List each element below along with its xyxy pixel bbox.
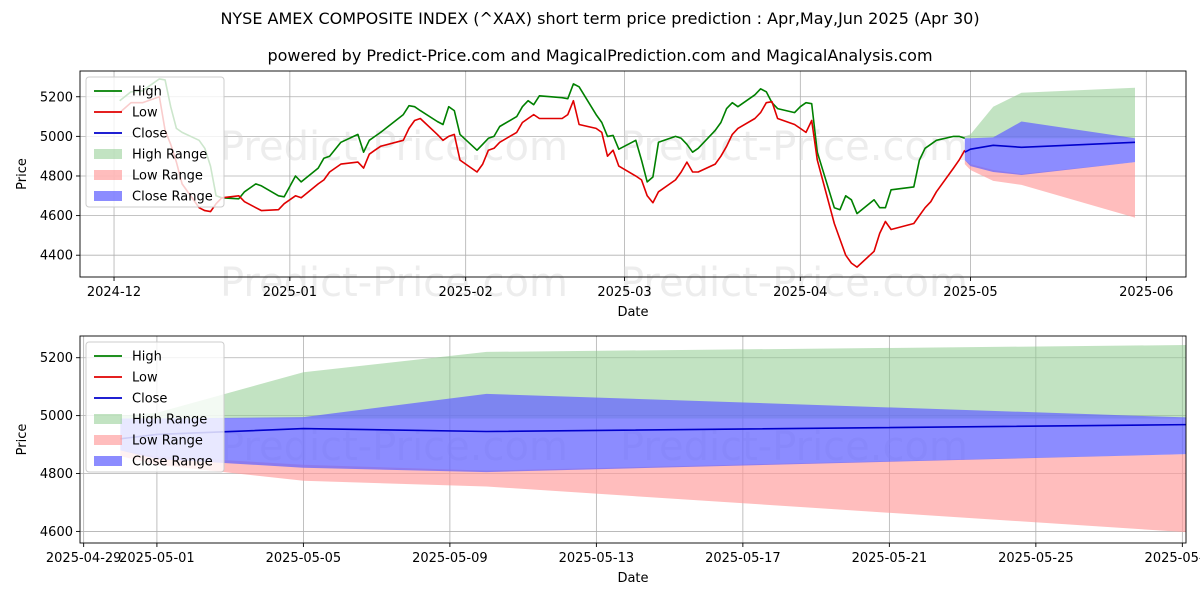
legend-label: High Range xyxy=(132,413,207,428)
plot-area xyxy=(119,78,1136,268)
legend-label: Low xyxy=(132,106,158,121)
legend-label: High xyxy=(132,85,162,100)
legend-label: Close xyxy=(132,127,167,142)
high-range-area xyxy=(964,87,1135,139)
x-tick-label: 2025-05-29 xyxy=(1145,551,1200,566)
y-tick-label: 4800 xyxy=(40,169,73,184)
panel-1: Predict-Price.com Predict-Price.com Predic… xyxy=(15,70,1187,320)
x-tick-label: 2025-01 xyxy=(263,285,317,300)
legend-label: Close Range xyxy=(132,455,213,470)
x-tick-label: 2024-12 xyxy=(87,285,141,300)
legend-swatch-close-range xyxy=(94,191,122,201)
x-tick-label: 2025-02 xyxy=(439,285,493,300)
close-line xyxy=(964,141,1136,153)
x-tick-label: 2025-03 xyxy=(597,285,651,300)
legend: High Low Close High Range Low Range Close Ran… xyxy=(85,76,225,208)
y-axis-label: Price xyxy=(15,424,30,456)
x-tick-label: 2025-05-17 xyxy=(705,551,781,566)
watermark-text: Predict-Price.com xyxy=(620,124,968,170)
chart-subtitle: powered by Predict-Price.com and Magical… xyxy=(267,46,933,65)
x-axis-label: Date xyxy=(617,571,648,586)
x-tick-label: 2025-04-29 xyxy=(46,551,122,566)
x-tick-label: 2025-05-21 xyxy=(852,551,928,566)
legend-label: Low Range xyxy=(132,434,203,449)
legend-label: High Range xyxy=(132,148,207,163)
legend-label: Close Range xyxy=(132,190,213,205)
plot-area xyxy=(120,345,1186,533)
y-tick-label: 4800 xyxy=(40,467,73,482)
low-range-area xyxy=(120,450,1186,533)
x-tick-label: 2025-04 xyxy=(773,285,827,300)
plot-frame xyxy=(79,70,1187,278)
y-axis-label: Price xyxy=(15,158,30,190)
y-tick-label: 5200 xyxy=(40,90,73,105)
close-range-area xyxy=(120,393,1186,473)
chart-title: NYSE AMEX COMPOSITE INDEX (^XAX) short t… xyxy=(220,9,980,28)
x-tick-label: 2025-05-13 xyxy=(559,551,635,566)
legend-label: Close xyxy=(132,392,167,407)
x-tick-label: 2025-05-25 xyxy=(998,551,1074,566)
legend-label: Low xyxy=(132,371,158,386)
legend: High Low Close High Range Low Range Close Ran… xyxy=(85,341,225,473)
x-tick-label: 2025-05 xyxy=(943,285,997,300)
legend-swatch-high-range xyxy=(94,414,122,424)
plot-frame xyxy=(79,335,1187,544)
y-tick-label: 4600 xyxy=(40,209,73,224)
legend-label: Low Range xyxy=(132,169,203,184)
close-range-area xyxy=(964,121,1135,175)
y-tick-label: 5200 xyxy=(40,351,73,366)
high-range-area xyxy=(120,345,1186,419)
y-tick-label: 4400 xyxy=(40,249,73,264)
low-range-area xyxy=(964,160,1135,218)
watermark-text: Predict-Price.com xyxy=(220,260,568,306)
high-line xyxy=(119,78,966,215)
watermark-text: Predict-Price.com xyxy=(620,260,968,306)
legend-swatch-low-range xyxy=(94,170,122,180)
legend-swatch-high-range xyxy=(94,149,122,159)
legend-swatch-low-range xyxy=(94,435,122,445)
panel-2: Predict-Price.comPredict-Price.com2025-0… xyxy=(15,335,1200,586)
watermark-text: Predict-Price.com xyxy=(220,124,568,170)
legend-label: High xyxy=(132,350,162,365)
legend-swatch-close-range xyxy=(94,456,122,466)
x-tick-label: 2025-05-05 xyxy=(266,551,342,566)
x-tick-label: 2025-05-09 xyxy=(412,551,488,566)
y-tick-label: 5000 xyxy=(40,409,73,424)
y-tick-label: 5000 xyxy=(40,130,73,145)
x-axis-label: Date xyxy=(617,305,648,320)
x-tick-label: 2025-06 xyxy=(1119,285,1173,300)
low-line xyxy=(119,96,966,268)
x-tick-label: 2025-05-01 xyxy=(119,551,195,566)
y-tick-label: 4600 xyxy=(40,525,73,540)
